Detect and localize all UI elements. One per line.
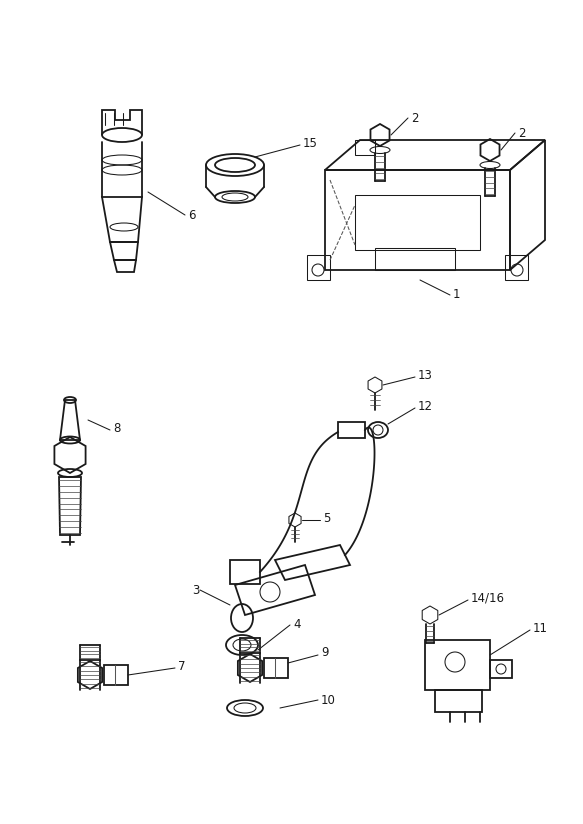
Text: 1: 1 [453, 288, 461, 302]
Text: 8: 8 [113, 422, 120, 434]
Text: 11: 11 [533, 621, 548, 634]
Text: 2: 2 [518, 127, 525, 139]
Text: 4: 4 [293, 619, 300, 631]
Text: 3: 3 [192, 583, 199, 597]
Text: 12: 12 [418, 400, 433, 413]
Text: 15: 15 [303, 137, 318, 149]
Text: 6: 6 [188, 208, 195, 222]
Bar [490, 660, 512, 678]
Bar [355, 195, 480, 250]
Bar [375, 248, 455, 270]
Text: 10: 10 [321, 694, 336, 706]
Text: 7: 7 [178, 659, 185, 672]
Text: 14/16: 14/16 [471, 592, 505, 605]
Text: 5: 5 [323, 512, 331, 525]
Text: 2: 2 [411, 111, 419, 124]
Text: 13: 13 [418, 368, 433, 382]
Text: 9: 9 [321, 647, 328, 659]
